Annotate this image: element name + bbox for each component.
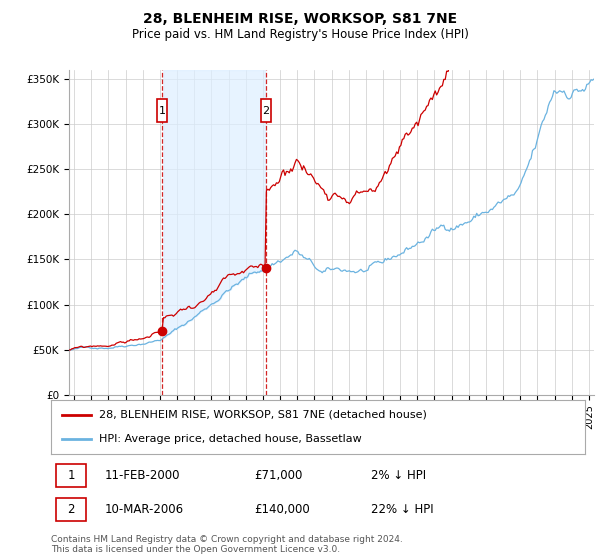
Text: 28, BLENHEIM RISE, WORKSOP, S81 7NE (detached house): 28, BLENHEIM RISE, WORKSOP, S81 7NE (det… xyxy=(99,410,427,420)
Text: 2: 2 xyxy=(263,106,269,115)
Text: 1: 1 xyxy=(158,106,166,115)
Text: 2: 2 xyxy=(67,503,75,516)
Text: Price paid vs. HM Land Registry's House Price Index (HPI): Price paid vs. HM Land Registry's House … xyxy=(131,28,469,41)
FancyBboxPatch shape xyxy=(56,498,86,521)
FancyBboxPatch shape xyxy=(56,464,86,487)
Text: Contains HM Land Registry data © Crown copyright and database right 2024.
This d: Contains HM Land Registry data © Crown c… xyxy=(51,535,403,554)
Text: 2% ↓ HPI: 2% ↓ HPI xyxy=(371,469,427,482)
Text: £140,000: £140,000 xyxy=(254,503,310,516)
Text: HPI: Average price, detached house, Bassetlaw: HPI: Average price, detached house, Bass… xyxy=(99,434,362,444)
FancyBboxPatch shape xyxy=(262,99,271,122)
Text: 22% ↓ HPI: 22% ↓ HPI xyxy=(371,503,434,516)
FancyBboxPatch shape xyxy=(157,99,167,122)
Text: 28, BLENHEIM RISE, WORKSOP, S81 7NE: 28, BLENHEIM RISE, WORKSOP, S81 7NE xyxy=(143,12,457,26)
Text: 1: 1 xyxy=(67,469,75,482)
Text: £71,000: £71,000 xyxy=(254,469,302,482)
Text: 11-FEB-2000: 11-FEB-2000 xyxy=(104,469,180,482)
Text: 10-MAR-2006: 10-MAR-2006 xyxy=(104,503,184,516)
